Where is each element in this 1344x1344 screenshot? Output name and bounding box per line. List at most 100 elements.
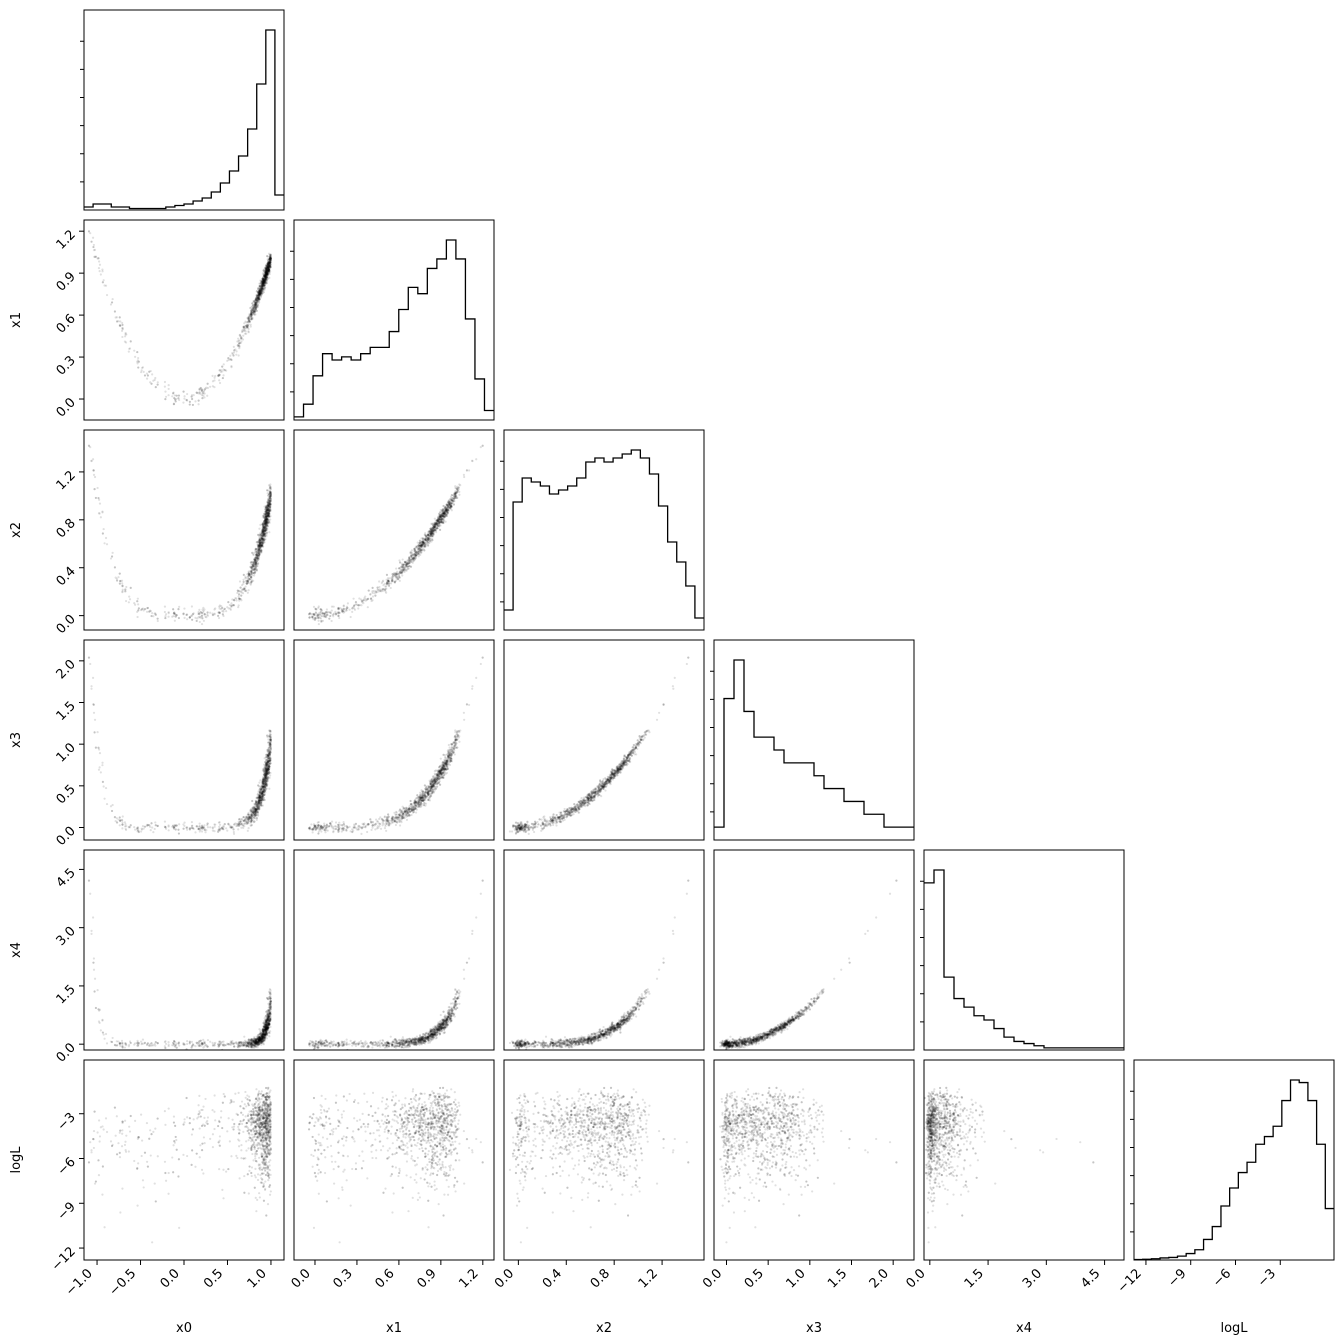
- scatter-point: [415, 554, 418, 558]
- scatter-point: [446, 511, 449, 514]
- scatter-point: [266, 268, 269, 272]
- scatter-point: [268, 267, 271, 270]
- scatter-point: [261, 280, 265, 283]
- scatter-point: [145, 377, 149, 380]
- scatter-point: [262, 279, 266, 282]
- scatter-point: [255, 290, 258, 293]
- scatter-point: [266, 517, 270, 520]
- scatter-point: [437, 520, 441, 523]
- scatter-point: [104, 284, 108, 287]
- scatter-point: [452, 497, 456, 501]
- scatter-point: [264, 269, 267, 273]
- scatter-point: [172, 403, 176, 406]
- scatter-point: [269, 263, 272, 266]
- scatter-point: [256, 303, 259, 307]
- scatter-point: [264, 517, 267, 520]
- scatter-point: [267, 261, 270, 264]
- scatter-point: [340, 607, 344, 611]
- scatter-point: [431, 533, 435, 536]
- scatter-point: [245, 326, 248, 329]
- scatter-point: [263, 523, 266, 526]
- scatter-point: [259, 532, 262, 535]
- scatter-point: [239, 341, 242, 345]
- scatter-point: [250, 311, 253, 315]
- scatter-point: [242, 580, 245, 583]
- scatter-point: [253, 568, 256, 571]
- scatter-point: [259, 532, 262, 536]
- scatter-point: [190, 605, 194, 608]
- scatter-point: [254, 554, 258, 557]
- scatter-point: [405, 562, 409, 565]
- scatter-point: [257, 551, 260, 554]
- scatter-point: [233, 599, 236, 602]
- scatter-point: [260, 288, 263, 292]
- scatter-point: [269, 253, 272, 256]
- scatter-point: [268, 267, 271, 270]
- scatter-point: [259, 541, 263, 544]
- scatter-point: [264, 274, 267, 277]
- scatter-point: [237, 354, 240, 357]
- scatter-point: [250, 313, 253, 316]
- scatter-point: [237, 595, 240, 598]
- scatter-point: [266, 492, 269, 495]
- scatter-point: [198, 388, 201, 391]
- scatter-point: [262, 527, 265, 530]
- scatter-point: [268, 262, 271, 265]
- scatter-point: [93, 488, 96, 491]
- scatter-point: [262, 526, 266, 529]
- scatter-point: [435, 523, 439, 526]
- scatter-point: [262, 538, 265, 542]
- scatter-point: [261, 292, 264, 295]
- scatter-point: [265, 518, 269, 521]
- scatter-point: [258, 539, 261, 542]
- scatter-point: [154, 386, 157, 389]
- scatter-point: [410, 553, 413, 556]
- scatter-point: [145, 607, 149, 610]
- scatter-point: [317, 619, 320, 622]
- scatter-point: [125, 333, 128, 336]
- scatter-point: [391, 573, 394, 576]
- scatter-point: [268, 261, 271, 265]
- scatter-point: [269, 254, 272, 257]
- scatter-point: [443, 512, 446, 515]
- scatter-point: [92, 245, 95, 249]
- scatter-point: [221, 606, 224, 609]
- scatter-point: [358, 604, 361, 607]
- scatter-point: [445, 506, 448, 510]
- scatter-point: [265, 276, 268, 279]
- scatter-point: [255, 290, 258, 293]
- scatter-point: [267, 268, 270, 272]
- scatter-point: [190, 614, 193, 617]
- scatter-point: [266, 255, 269, 258]
- scatter-point: [258, 292, 262, 295]
- scatter-point: [436, 519, 439, 522]
- scatter-point: [440, 514, 443, 517]
- scatter-point: [267, 507, 270, 511]
- scatter-point: [172, 612, 176, 615]
- scatter-point: [429, 533, 432, 536]
- scatter-point: [93, 248, 97, 251]
- scatter-point: [266, 511, 269, 514]
- scatter-point: [266, 268, 270, 271]
- scatter-point: [265, 271, 268, 275]
- scatter-point: [182, 390, 185, 393]
- scatter-point: [260, 535, 263, 538]
- scatter-point: [256, 543, 259, 546]
- scatter-point: [111, 803, 114, 807]
- scatter-point: [254, 560, 257, 563]
- scatter-point: [252, 311, 255, 314]
- scatter-point: [437, 525, 441, 528]
- scatter-point: [435, 524, 438, 527]
- scatter-point: [267, 268, 270, 271]
- scatter-point: [265, 529, 268, 532]
- scatter-point: [206, 382, 209, 385]
- scatter-point: [266, 267, 269, 271]
- scatter-point: [261, 282, 264, 285]
- scatter-point: [266, 268, 269, 271]
- scatter-point: [188, 616, 191, 619]
- scatter-point: [416, 541, 419, 544]
- scatter-point: [250, 311, 253, 314]
- scatter-point: [202, 606, 205, 609]
- scatter-point: [265, 511, 268, 514]
- scatter-point: [432, 527, 435, 530]
